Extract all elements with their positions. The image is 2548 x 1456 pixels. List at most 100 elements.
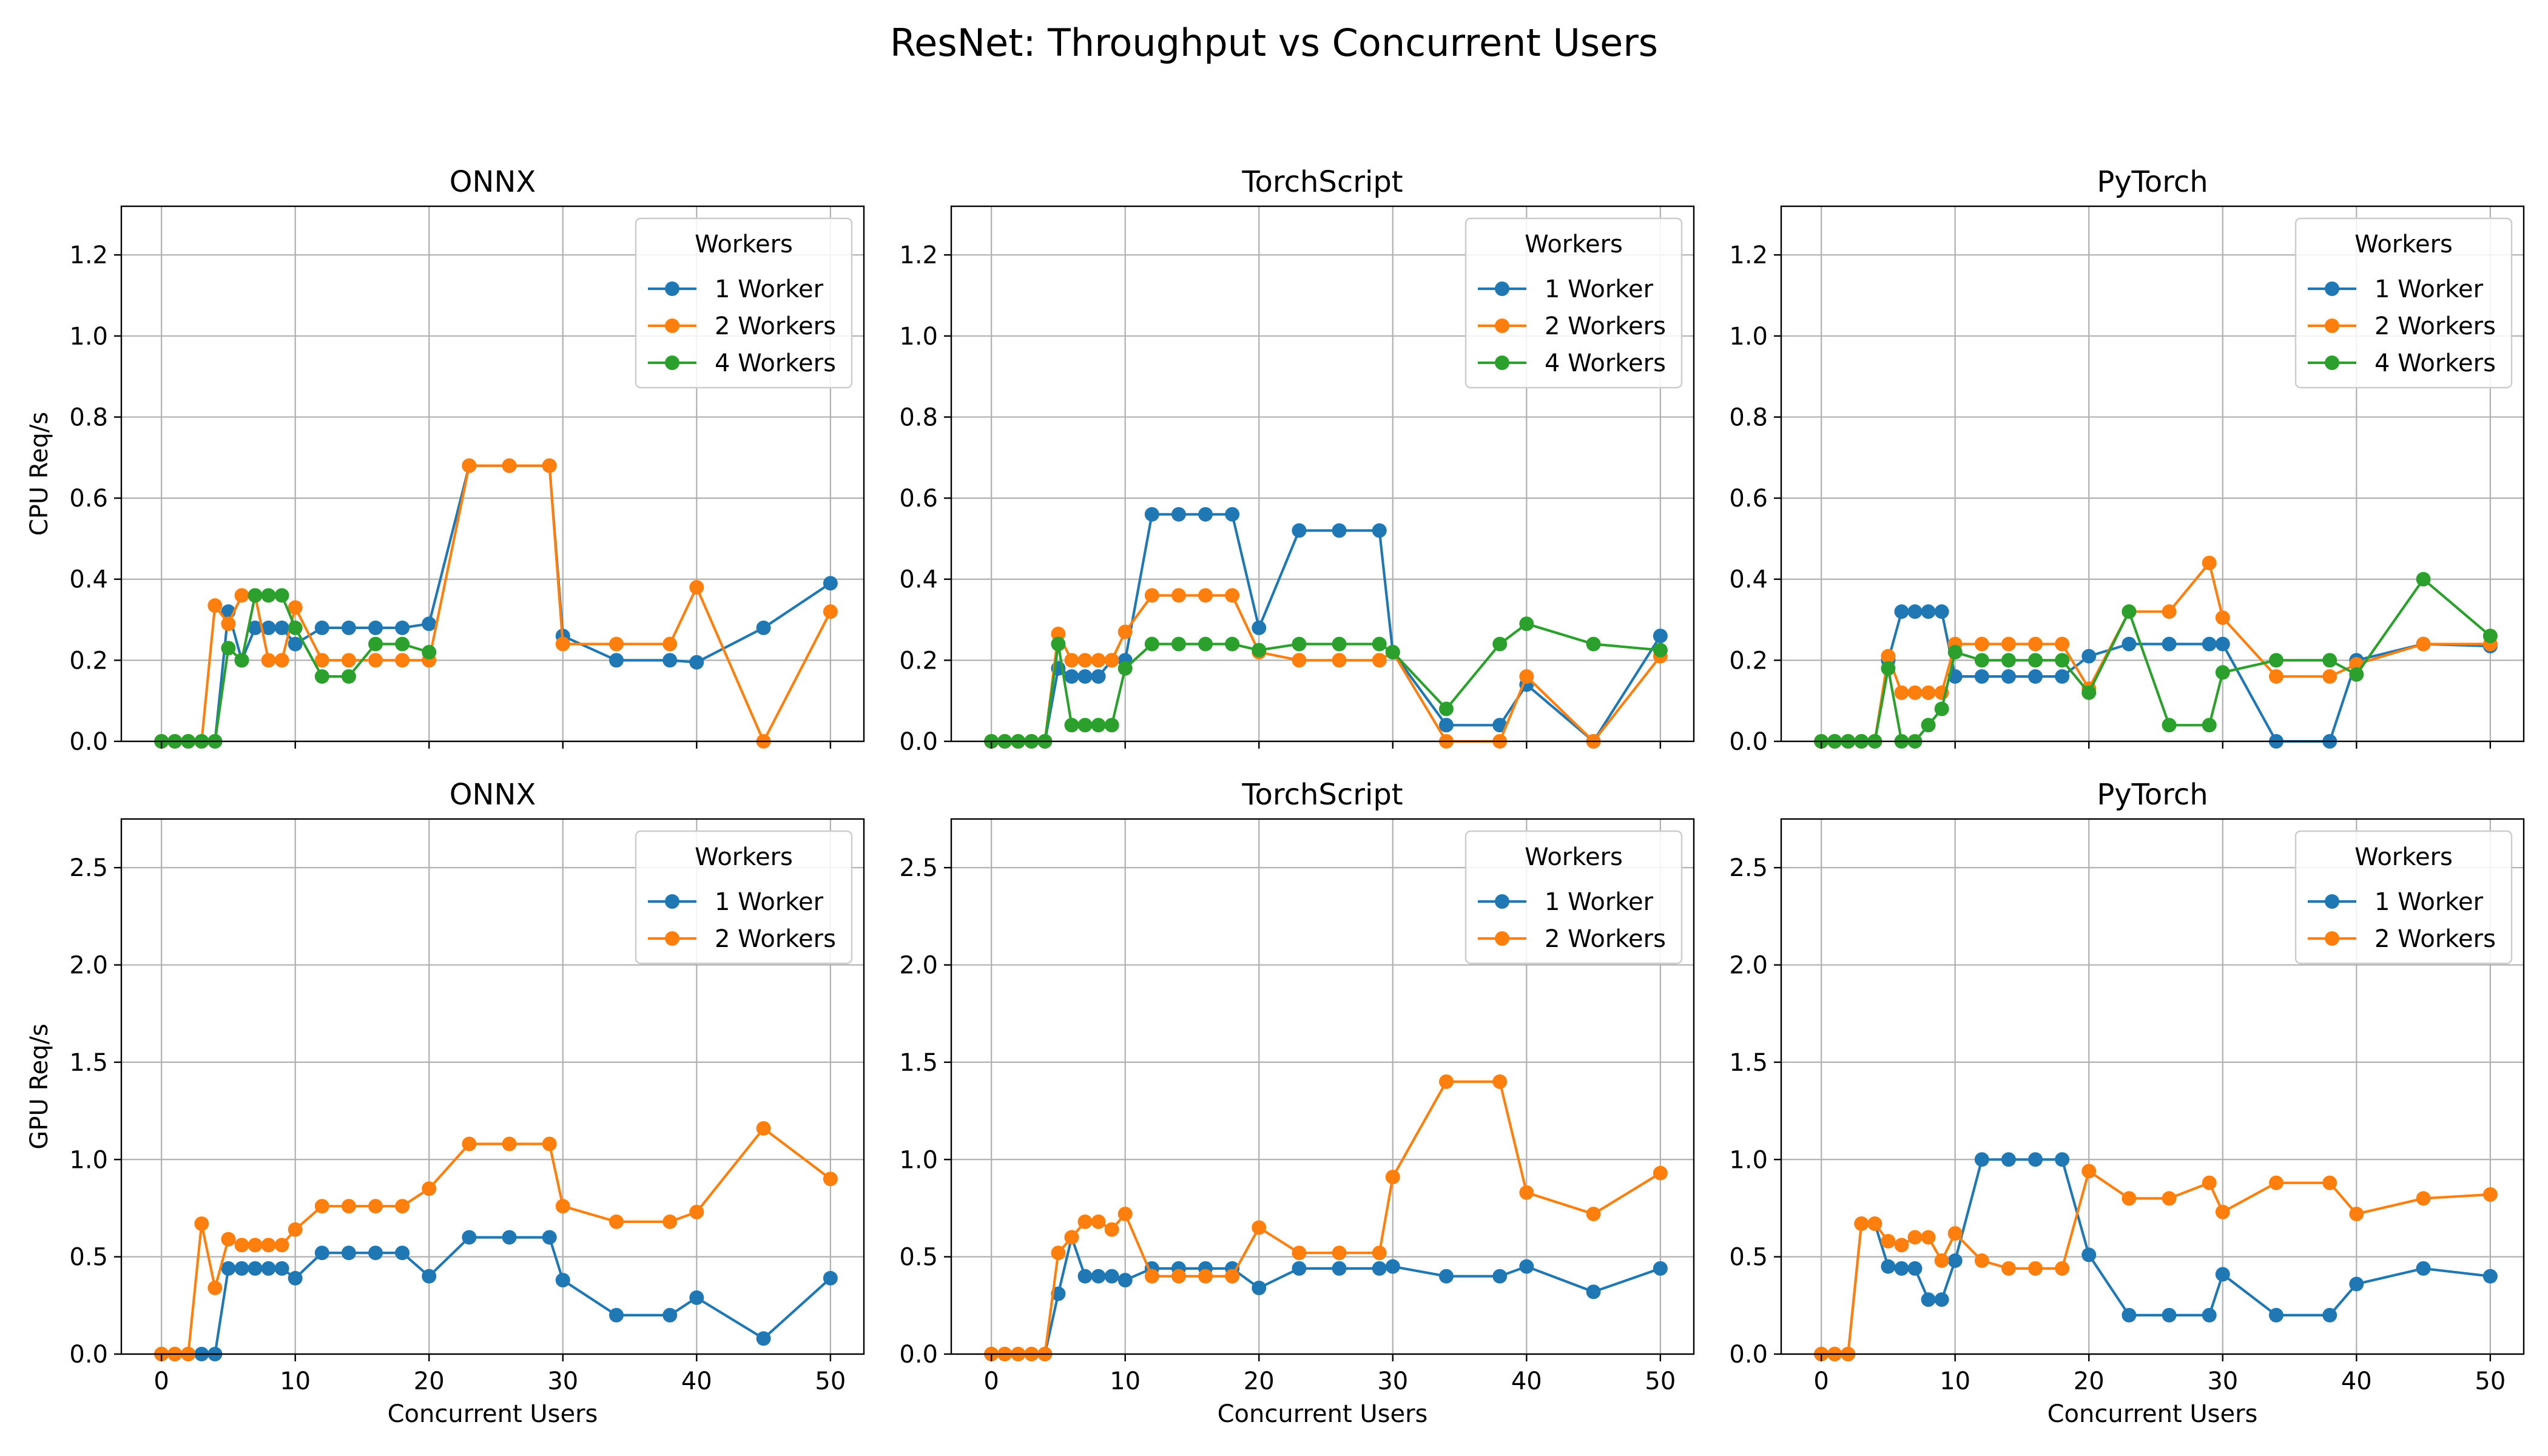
x-tick-label: 40 [681, 1367, 712, 1395]
data-point [756, 1331, 771, 1346]
data-point [2055, 669, 2070, 684]
data-point [1921, 1230, 1936, 1245]
y-axis-label: GPU Req/s [25, 1023, 53, 1149]
data-point [1171, 1269, 1186, 1284]
data-point [1894, 1261, 1909, 1276]
data-point [1091, 1269, 1106, 1284]
data-point [234, 653, 249, 668]
y-tick-label: 2.5 [69, 854, 108, 882]
data-point [662, 653, 678, 668]
data-point [2162, 718, 2177, 733]
data-point [1921, 685, 1936, 700]
data-point [555, 1199, 570, 1214]
y-tick-label: 0.5 [899, 1244, 938, 1272]
data-point [1225, 636, 1240, 652]
data-point [1171, 507, 1186, 522]
legend-entry: 1 Worker [2374, 888, 2484, 916]
data-point [609, 1214, 624, 1229]
data-point [1881, 649, 1896, 664]
data-point [1332, 523, 1347, 538]
legend-marker [2325, 318, 2339, 333]
x-tick-label: 10 [1940, 1367, 1970, 1395]
data-point [1974, 1152, 1989, 1167]
data-point [288, 600, 303, 615]
y-tick-label: 0.0 [899, 728, 938, 756]
data-point [1894, 1238, 1909, 1253]
data-point [2055, 636, 2070, 652]
data-point [1198, 636, 1213, 652]
data-point [2028, 653, 2043, 668]
data-point [2482, 629, 2498, 644]
series-line [991, 1080, 1661, 1356]
legend-entry: 1 Worker [1545, 275, 1654, 303]
y-tick-label: 1.5 [1729, 1049, 1768, 1077]
legend-box [1464, 830, 1683, 965]
legend: Workers 1 Worker 2 Workers 4 Workers [2294, 217, 2513, 389]
data-point [1934, 1292, 1949, 1307]
subplot-title: PyTorch [2097, 165, 2208, 199]
legend-entry: 2 Workers [1545, 925, 1666, 953]
data-point [1947, 645, 1963, 659]
subplot-title: TorchScript [1241, 778, 1403, 812]
data-point [194, 1216, 209, 1232]
data-point [502, 1136, 517, 1151]
series-line [161, 1127, 832, 1356]
data-point [1974, 636, 1989, 652]
legend-title: Workers [695, 231, 793, 258]
data-point [1077, 653, 1093, 668]
data-point [1653, 642, 1668, 658]
data-point [314, 1199, 329, 1214]
data-point [422, 616, 437, 632]
data-point [248, 620, 263, 635]
data-point [2482, 1269, 2498, 1284]
data-point [314, 669, 329, 684]
axes-frame [1780, 205, 2525, 743]
data-point [274, 1238, 289, 1253]
data-point [2162, 1307, 2177, 1323]
subplot-2: 0.0 0.2 0.4 0.6 0.8 1.0 1.2 TorchScript Workers 1… [899, 165, 1695, 756]
data-point [368, 1245, 383, 1261]
data-point [248, 1261, 263, 1276]
data-point [1934, 1253, 1949, 1269]
data-point [1091, 718, 1106, 733]
data-point [1921, 1292, 1936, 1307]
legend-marker [665, 894, 679, 909]
data-point [1064, 718, 1079, 733]
data-point [368, 620, 383, 635]
series-line [161, 464, 832, 743]
axes-frame [950, 818, 1695, 1355]
data-point [2001, 1152, 2016, 1167]
data-point [2202, 636, 2217, 652]
data-point [2416, 636, 2431, 652]
x-tick-label: 30 [547, 1367, 578, 1395]
y-tick-label: 0.4 [69, 566, 108, 594]
data-point [1974, 653, 1989, 668]
data-point [662, 1307, 678, 1323]
y-tick-label: 1.0 [69, 1146, 108, 1174]
legend-title: Workers [695, 843, 793, 871]
legend: Workers 1 Worker 2 Workers [635, 830, 853, 965]
data-point [221, 1261, 236, 1276]
data-point [1332, 636, 1347, 652]
data-point [2416, 571, 2431, 587]
data-point [234, 1238, 249, 1253]
data-point [2122, 604, 2137, 619]
x-tick-label: 40 [2341, 1367, 2372, 1395]
data-point [2416, 1261, 2431, 1276]
y-tick-label: 0.5 [69, 1244, 108, 1272]
figure-title: ResNet: Throughput vs Concurrent Users [890, 21, 1658, 65]
data-point [1947, 1226, 1963, 1241]
data-point [2001, 669, 2016, 684]
data-point [542, 1136, 557, 1151]
data-point [1439, 1269, 1454, 1284]
y-tick-label: 0.0 [69, 1341, 108, 1369]
data-point [1252, 1280, 1267, 1295]
data-point [1332, 1261, 1347, 1276]
data-point [248, 588, 263, 603]
data-point [368, 653, 383, 668]
y-tick-label: 1.0 [1729, 323, 1768, 351]
y-tick-label: 0.0 [1729, 728, 1768, 756]
data-point [555, 636, 570, 652]
data-point [274, 653, 289, 668]
legend-marker [1495, 931, 1509, 946]
